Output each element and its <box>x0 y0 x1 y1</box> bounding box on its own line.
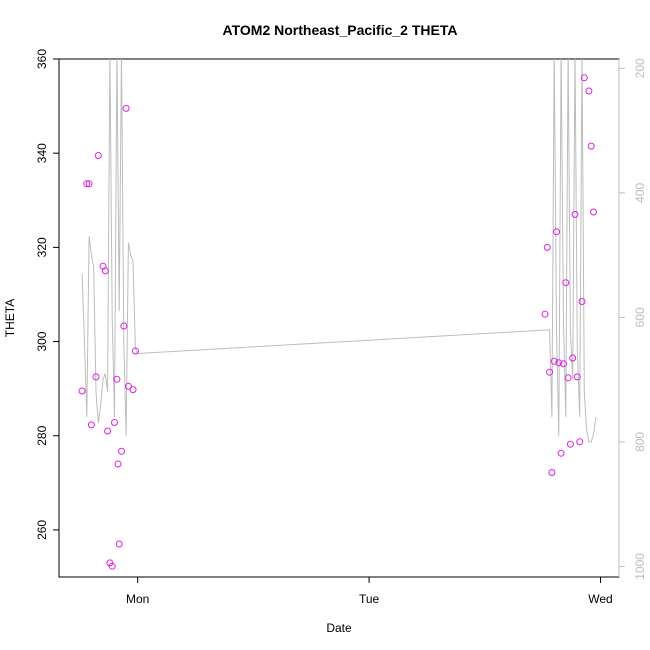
theta-point <box>566 440 574 448</box>
right-y-tick-label: 200 <box>633 58 647 78</box>
theta-point <box>111 419 118 426</box>
x-tick-label: Mon <box>126 592 149 606</box>
plot-frame <box>58 58 620 578</box>
theta-point <box>585 87 593 95</box>
theta-point <box>122 104 130 112</box>
theta-points-layer <box>78 74 597 570</box>
theta-point <box>571 210 579 218</box>
right-y-tick-label: 1000 <box>633 553 647 580</box>
theta-point <box>560 360 567 368</box>
theta-point <box>131 347 139 355</box>
theta-point <box>548 469 556 476</box>
x-tick-label: Tue <box>359 592 380 606</box>
y-axis-label: THETA <box>3 299 17 337</box>
y-tick-label: 300 <box>35 331 49 351</box>
x-tick-label: Wed <box>588 592 612 606</box>
theta-point <box>550 357 558 365</box>
theta-point <box>108 562 116 570</box>
theta-point <box>78 387 86 395</box>
theta-point <box>101 267 109 275</box>
theta-point <box>564 374 572 382</box>
y-tick-label: 260 <box>35 520 49 540</box>
theta-point <box>124 382 132 390</box>
y-tick-label: 340 <box>35 143 49 163</box>
theta-point <box>92 373 100 381</box>
theta-point <box>113 375 121 383</box>
y-tick-label: 280 <box>35 425 49 445</box>
depth-line-layer <box>81 59 597 443</box>
right-y-tick-label: 800 <box>633 432 647 452</box>
theta-point <box>120 322 128 330</box>
theta-point <box>587 142 595 150</box>
theta-point <box>590 208 597 216</box>
theta-point <box>576 438 584 446</box>
theta-point <box>546 368 554 376</box>
chart-title: ATOM2 Northeast_Pacific_2 THETA <box>223 22 458 38</box>
theta-point <box>104 427 112 435</box>
theta-point <box>87 421 95 429</box>
right-y-tick-label: 400 <box>633 183 647 203</box>
theta-point <box>541 310 549 318</box>
theta-point <box>129 386 137 394</box>
theta-point <box>115 540 123 548</box>
depth-series-line <box>81 59 597 443</box>
theta-point <box>543 243 551 251</box>
x-axis-label: Date <box>326 621 352 635</box>
theta-point <box>580 74 588 82</box>
right-y-tick-label: 600 <box>633 307 647 327</box>
theta-point <box>83 180 91 188</box>
theta-point <box>573 373 581 381</box>
theta-point <box>562 279 570 287</box>
theta-point <box>94 152 102 159</box>
y-tick-label: 320 <box>35 237 49 257</box>
theta-point <box>578 298 586 305</box>
axes-group: 260 280 300 320 340 360 Mon Tue Wed 200 400 600 800 1… <box>35 49 647 606</box>
theta-point <box>569 354 577 362</box>
theta-point <box>553 228 560 236</box>
theta-point <box>555 359 563 367</box>
theta-point <box>85 180 93 188</box>
theta-point <box>114 460 122 468</box>
theta-point <box>118 447 125 455</box>
theta-point <box>557 449 565 457</box>
y-tick-label: 360 <box>35 49 49 69</box>
